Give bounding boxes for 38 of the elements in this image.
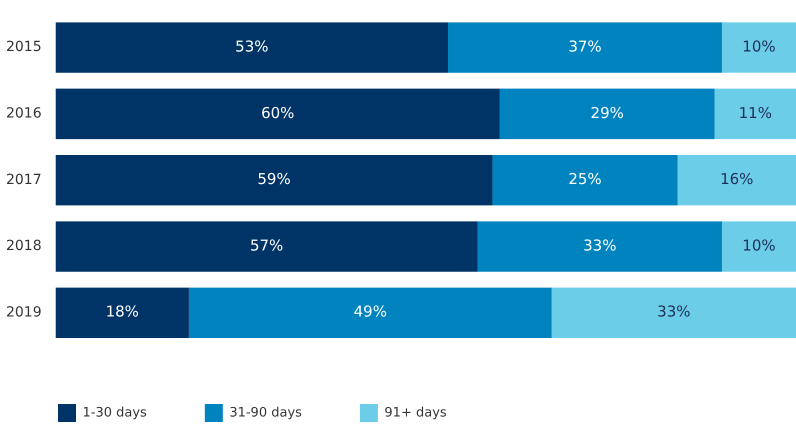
y-tick-label: 2018 (6, 238, 42, 254)
bar (56, 155, 492, 206)
legend-label: 1-30 days (82, 405, 148, 420)
bar (56, 22, 448, 73)
data-label: 18% (106, 302, 139, 321)
bar (552, 288, 796, 338)
bar (714, 88, 796, 140)
data-label: 49% (354, 302, 387, 321)
y-tick-label: 2016 (6, 106, 42, 122)
data-label: 37% (568, 37, 602, 56)
data-label: 33% (657, 302, 691, 321)
bar (478, 221, 722, 272)
bar (56, 288, 189, 338)
legend-label: 31-90 days (229, 405, 302, 420)
bar (448, 22, 722, 73)
data-label: 59% (257, 170, 291, 188)
bar (500, 88, 715, 140)
data-label: 33% (583, 236, 616, 254)
data-label: 53% (235, 37, 268, 56)
y-tick-label: 2017 (6, 172, 42, 188)
bar (56, 88, 500, 140)
bar (188, 288, 552, 338)
data-label: 11% (738, 104, 772, 122)
bar (722, 22, 796, 73)
data-label: 29% (590, 104, 624, 122)
data-label: 57% (250, 236, 284, 254)
y-tick-label: 2019 (6, 304, 42, 320)
legend-label: 91+ days (384, 405, 447, 420)
data-label: 60% (261, 104, 294, 122)
data-label: 10% (742, 37, 776, 56)
data-label: 16% (720, 170, 754, 188)
bar (492, 155, 678, 206)
bar (722, 221, 796, 272)
bar (678, 155, 796, 206)
bar (56, 221, 478, 272)
data-label: 10% (742, 236, 776, 254)
y-tick-label: 2015 (6, 39, 42, 56)
data-label: 25% (568, 170, 602, 188)
